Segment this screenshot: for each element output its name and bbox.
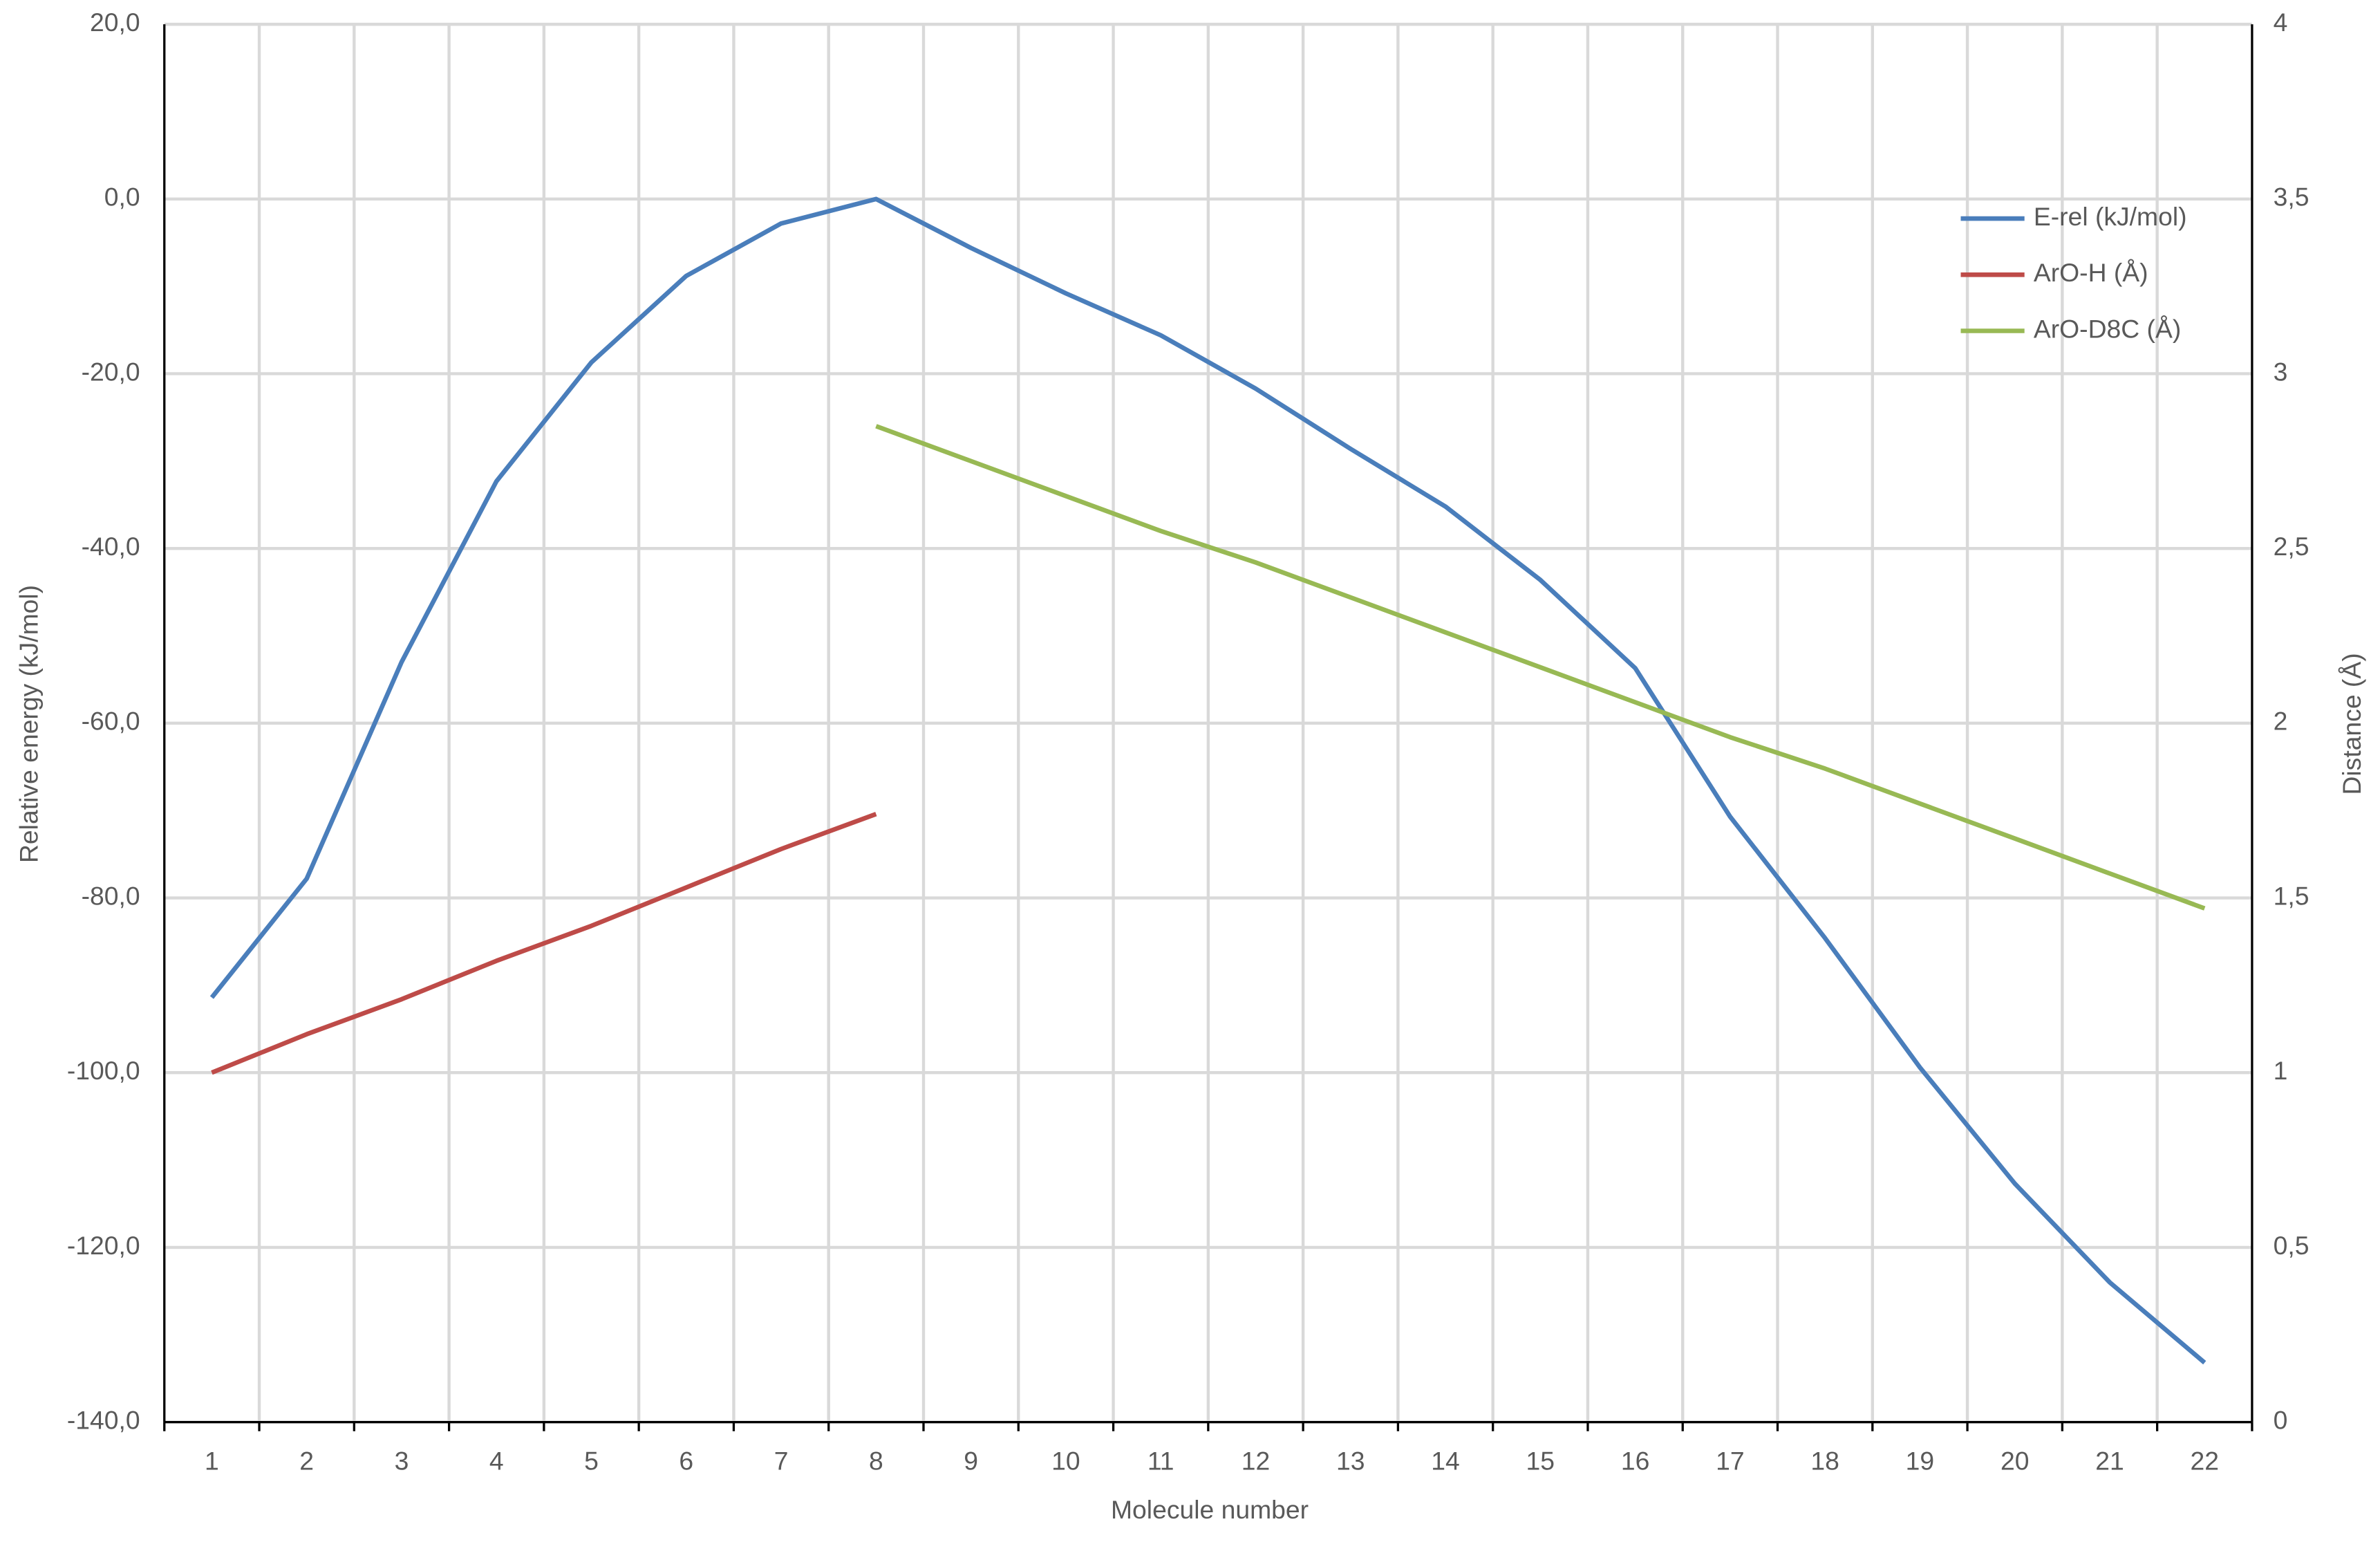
x-tick-label: 8 <box>869 1447 883 1476</box>
y2-tick-label: 1,5 <box>2274 881 2309 910</box>
y-tick-label: -80,0 <box>82 881 140 910</box>
y2-tick-label: 3 <box>2274 357 2288 386</box>
y2-tick-label: 1 <box>2274 1056 2288 1085</box>
x-tick-label: 20 <box>2000 1447 2030 1476</box>
y2-tick-label: 2,5 <box>2274 532 2309 561</box>
x-tick-label: 17 <box>1716 1447 1744 1476</box>
y2-tick-label: 0 <box>2274 1405 2288 1434</box>
y-axis-label: Relative energy (kJ/mol) <box>14 585 43 863</box>
legend-label: E-rel (kJ/mol) <box>2034 202 2187 231</box>
y-tick-label: -60,0 <box>82 707 140 736</box>
x-tick-label: 19 <box>1906 1447 1935 1476</box>
x-tick-label: 2 <box>299 1447 314 1476</box>
x-tick-label: 18 <box>1810 1447 1839 1476</box>
series-line <box>211 812 877 1075</box>
y2-tick-label: 0,5 <box>2274 1231 2309 1260</box>
x-tick-label: 6 <box>679 1447 693 1476</box>
y-tick-label: -140,0 <box>67 1405 140 1434</box>
series-line <box>209 196 2206 1365</box>
y-tick-label: 0,0 <box>104 183 140 212</box>
x-tick-label: 21 <box>2095 1447 2124 1476</box>
x-tick-label: 7 <box>774 1447 789 1476</box>
y2-tick-label: 3,5 <box>2274 183 2309 212</box>
x-tick-label: 13 <box>1336 1447 1365 1476</box>
x-tick-label: 9 <box>964 1447 978 1476</box>
y-tick-label: -40,0 <box>82 532 140 561</box>
x-tick-label: 14 <box>1431 1447 1460 1476</box>
x-tick-label: 5 <box>584 1447 599 1476</box>
x-tick-label: 11 <box>1147 1447 1174 1476</box>
y-tick-label: -20,0 <box>82 357 140 386</box>
x-tick-label: 3 <box>395 1447 409 1476</box>
x-tick-label: 22 <box>2191 1447 2220 1476</box>
y2-tick-label: 2 <box>2274 707 2288 736</box>
series-line <box>875 424 2206 911</box>
x-axis-label: Molecule number <box>1111 1495 1309 1524</box>
x-tick-label: 12 <box>1241 1447 1271 1476</box>
y2-axis-label: Distance (Å) <box>2337 653 2366 795</box>
y-tick-label: 20,0 <box>90 8 140 37</box>
x-tick-label: 1 <box>205 1447 219 1476</box>
y-tick-label: -100,0 <box>67 1056 140 1085</box>
y-tick-label: -120,0 <box>67 1231 140 1260</box>
x-tick-label: 15 <box>1526 1447 1555 1476</box>
x-tick-label: 10 <box>1051 1447 1080 1476</box>
legend-label: ArO-H (Å) <box>2034 258 2148 287</box>
x-tick-label: 16 <box>1621 1447 1649 1476</box>
legend-label: ArO-D8C (Å) <box>2034 314 2181 343</box>
x-tick-label: 4 <box>489 1447 504 1476</box>
y2-tick-label: 4 <box>2274 8 2288 37</box>
